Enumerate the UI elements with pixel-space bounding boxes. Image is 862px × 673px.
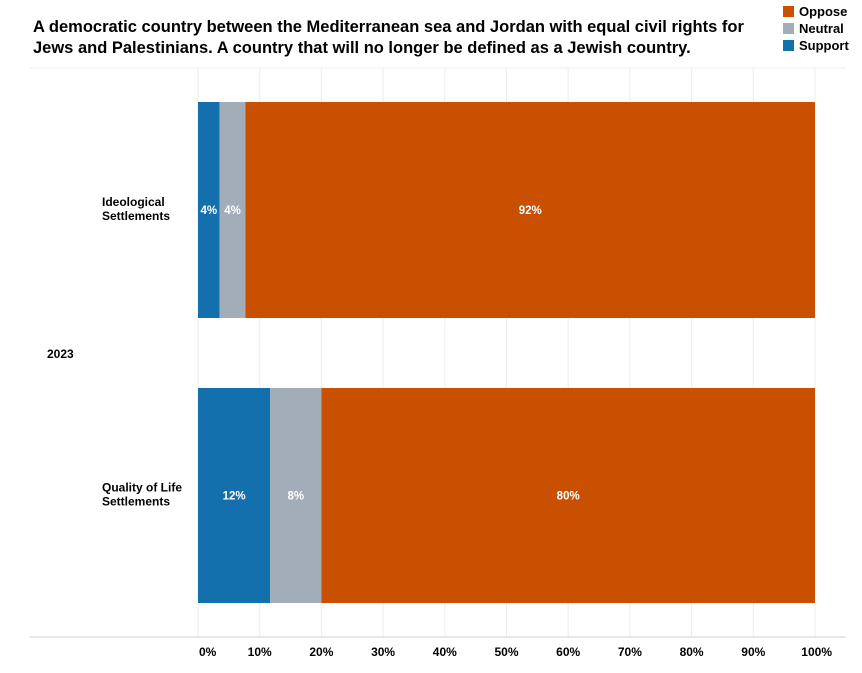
legend-swatch xyxy=(783,40,794,51)
legend-swatch xyxy=(783,6,794,17)
x-tick-label: 80% xyxy=(680,645,704,659)
x-tick-label: 100% xyxy=(801,645,832,659)
legend-label: Oppose xyxy=(799,4,848,19)
bar-oppose xyxy=(245,102,815,318)
legend-swatch xyxy=(783,23,794,34)
bar-neutral xyxy=(270,388,322,603)
category-label: Settlements xyxy=(102,495,170,509)
legend: Oppose Neutral Support xyxy=(783,3,849,54)
x-tick-label: 40% xyxy=(433,645,457,659)
legend-item-neutral: Neutral xyxy=(783,20,849,37)
chart-title: A democratic country between the Mediter… xyxy=(33,18,744,57)
x-tick-label: 20% xyxy=(309,645,333,659)
legend-label: Neutral xyxy=(799,21,844,36)
category-label: Settlements xyxy=(102,209,170,223)
x-tick-label: 90% xyxy=(741,645,765,659)
group-label: 2023 xyxy=(47,347,74,361)
bar-neutral xyxy=(219,102,246,318)
bar-oppose xyxy=(321,388,815,603)
legend-label: Support xyxy=(799,38,849,53)
data-label: 8% xyxy=(287,491,304,503)
legend-item-oppose: Oppose xyxy=(783,3,849,20)
category-label: Ideological xyxy=(102,195,165,209)
data-label: 12% xyxy=(223,491,246,503)
x-tick-label: 50% xyxy=(494,645,518,659)
x-tick-label: 10% xyxy=(248,645,272,659)
legend-item-support: Support xyxy=(783,37,849,54)
x-tick-label: 0% xyxy=(199,645,217,659)
x-tick-label: 70% xyxy=(618,645,642,659)
data-label: 4% xyxy=(224,205,241,217)
data-label: 4% xyxy=(200,205,217,217)
data-label: 80% xyxy=(557,491,580,503)
data-label: 92% xyxy=(519,205,542,217)
category-label: Quality of Life xyxy=(102,481,182,495)
bar-support xyxy=(198,388,271,603)
x-tick-label: 30% xyxy=(371,645,395,659)
x-tick-label: 60% xyxy=(556,645,580,659)
bar-support xyxy=(198,102,220,318)
